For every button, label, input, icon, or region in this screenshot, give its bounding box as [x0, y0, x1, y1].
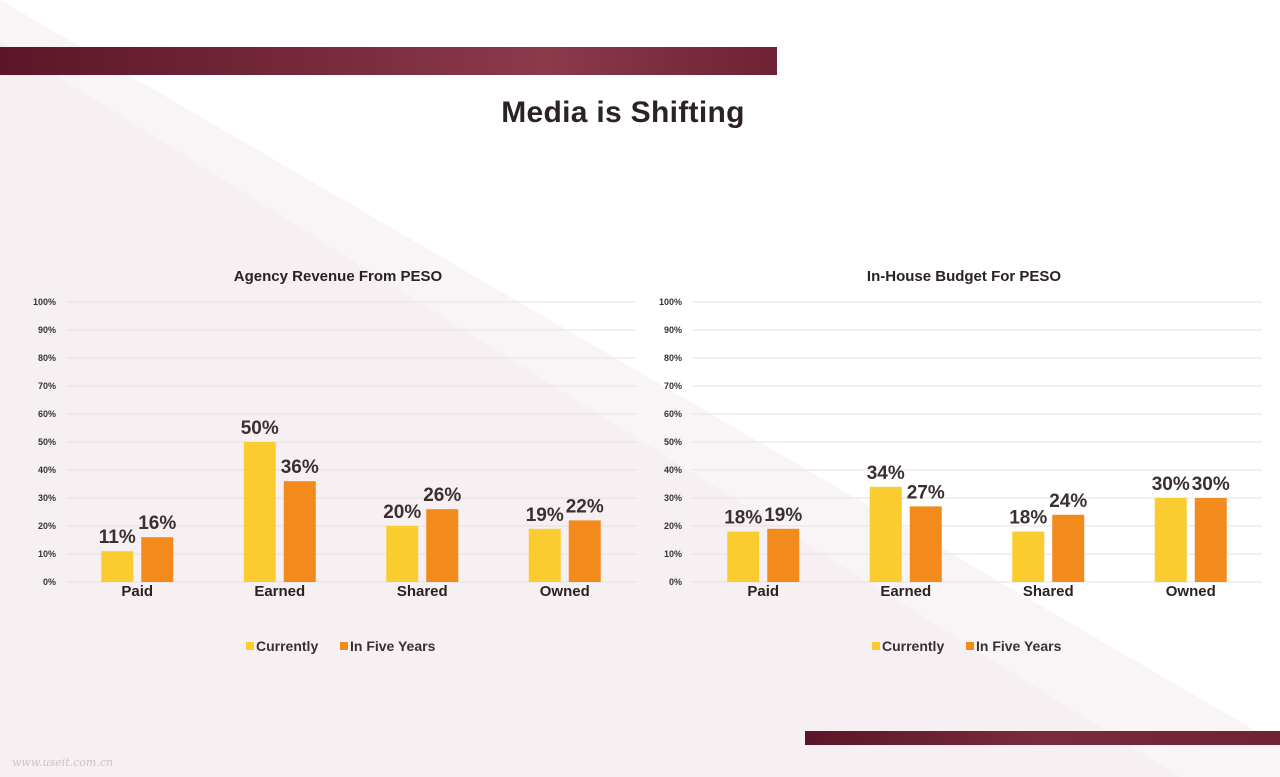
y-tick-label: 20%: [664, 521, 682, 531]
category-label-earned: Earned: [880, 583, 931, 600]
bar-currently-paid: [101, 551, 134, 582]
legend-swatch-currently: [246, 642, 254, 650]
bar-in-five-years-shared: [1052, 514, 1085, 582]
y-tick-label: 30%: [38, 493, 56, 503]
bar-currently-earned: [243, 442, 276, 582]
y-tick-label: 70%: [664, 381, 682, 391]
y-tick-label: 30%: [664, 493, 682, 503]
watermark: www.useit.com.cn: [12, 756, 114, 769]
chart-agency-revenue: Agency Revenue From PESO 0% 10% 20% 30% 40% 50…: [33, 268, 636, 654]
bar-in-five-years-earned: [909, 506, 942, 582]
y-tick-label: 60%: [664, 409, 682, 419]
bottom-decorative-band: [805, 731, 1280, 745]
y-tick-label: 50%: [38, 437, 56, 447]
legend-swatch-currently: [872, 642, 880, 650]
y-tick-label: 90%: [38, 325, 56, 335]
y-tick-label: 80%: [38, 353, 56, 363]
bar-currently-earned: [869, 486, 902, 582]
data-label: 30%: [1152, 474, 1190, 495]
y-tick-label: 100%: [659, 297, 682, 307]
data-label: 11%: [99, 527, 136, 548]
y-tick-label: 40%: [38, 465, 56, 475]
legend-label-in-five-years: In Five Years: [350, 638, 436, 654]
data-label: 16%: [138, 513, 176, 534]
data-label: 36%: [281, 457, 319, 478]
category-label-shared: Shared: [1023, 583, 1074, 600]
bar-currently-owned: [1154, 498, 1187, 582]
y-tick-label: 50%: [664, 437, 682, 447]
bar-currently-paid: [727, 531, 760, 582]
bar-in-five-years-earned: [283, 481, 316, 582]
data-label: 27%: [907, 482, 945, 503]
legend-swatch-in-five-years: [340, 642, 348, 650]
bar-in-five-years-shared: [426, 509, 459, 582]
bar-in-five-years-paid: [141, 537, 174, 582]
data-label: 30%: [1192, 474, 1230, 495]
data-label: 24%: [1049, 491, 1087, 512]
legend-label-in-five-years: In Five Years: [976, 638, 1062, 654]
category-label-owned: Owned: [540, 583, 590, 600]
y-tick-label: 100%: [33, 297, 56, 307]
bar-currently-owned: [528, 528, 561, 582]
data-label: 20%: [383, 502, 421, 523]
y-tick-label: 10%: [38, 549, 56, 559]
y-tick-label: 0%: [669, 577, 682, 587]
top-decorative-band: [0, 47, 777, 75]
y-tick-label: 80%: [664, 353, 682, 363]
y-tick-label: 70%: [38, 381, 56, 391]
y-tick-label: 40%: [664, 465, 682, 475]
page-title: Media is Shifting: [501, 96, 745, 129]
y-tick-label: 20%: [38, 521, 56, 531]
y-tick-label: 10%: [664, 549, 682, 559]
chart-inhouse-budget: In-House Budget For PESO 0% 10% 20% 30% 40% 50…: [626, 0, 1280, 777]
bar-currently-shared: [1012, 531, 1045, 582]
legend-swatch-in-five-years: [966, 642, 974, 650]
y-tick-label: 60%: [38, 409, 56, 419]
category-label-shared: Shared: [397, 583, 448, 600]
bar-in-five-years-owned: [568, 520, 601, 582]
category-label-paid: Paid: [121, 583, 153, 600]
legend-label-currently: Currently: [882, 638, 944, 654]
data-label: 18%: [724, 508, 762, 529]
data-label: 18%: [1009, 508, 1047, 529]
data-label: 26%: [423, 485, 461, 506]
chart-title: Agency Revenue From PESO: [234, 268, 443, 285]
data-label: 50%: [241, 418, 279, 439]
data-label: 19%: [764, 505, 802, 526]
category-label-paid: Paid: [747, 583, 779, 600]
data-label: 22%: [566, 496, 604, 517]
y-tick-label: 90%: [664, 325, 682, 335]
category-label-earned: Earned: [254, 583, 305, 600]
bar-in-five-years-owned: [1194, 498, 1227, 582]
y-tick-label: 0%: [43, 577, 56, 587]
chart-title: In-House Budget For PESO: [867, 268, 1062, 285]
bar-currently-shared: [386, 526, 419, 582]
chart-svg: Agency Revenue From PESO 0% 10% 20% 30% 40% 50…: [33, 268, 636, 654]
data-label: 34%: [867, 463, 905, 484]
data-label: 19%: [526, 505, 564, 526]
bar-in-five-years-paid: [767, 528, 800, 582]
legend-label-currently: Currently: [256, 638, 318, 654]
category-label-owned: Owned: [1166, 583, 1216, 600]
chart-svg: In-House Budget For PESO 0% 10% 20% 30% 40% 50…: [659, 268, 1262, 654]
